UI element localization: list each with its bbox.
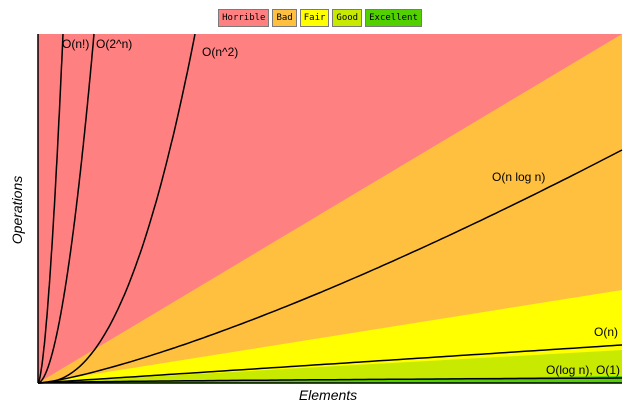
curve-label-exponential: O(2^n) [96, 37, 132, 51]
curve-logn [37, 377, 622, 384]
legend-item-horrible: Horrible [218, 9, 270, 27]
curve-exponential [37, 33, 95, 384]
y-axis-label: Operations [9, 176, 25, 244]
curve-nlogn [37, 149, 623, 384]
curve-labels: O(n!) O(2^n) O(n^2) O(n log n) O(n) O(log n),… [62, 37, 620, 377]
curve-label-linear: O(n) [594, 325, 618, 339]
curve-linear [37, 344, 623, 384]
legend: Horrible Bad Fair Good Excellent [0, 9, 640, 27]
complexity-curves [37, 33, 623, 384]
x-axis-label: Elements [299, 387, 357, 403]
curve-label-nlogn: O(n log n) [492, 170, 545, 184]
legend-item-bad: Bad [272, 9, 297, 27]
legend-item-good: Good [332, 9, 363, 27]
curve-label-quadratic: O(n^2) [202, 45, 238, 59]
curve-quadratic [38, 33, 196, 384]
legend-item-excellent: Excellent [365, 9, 422, 27]
region-bad [38, 34, 622, 383]
region-good [38, 350, 622, 383]
curve-label-factorial: O(n!) [62, 37, 89, 51]
legend-item-fair: Fair [299, 9, 330, 27]
curve-factorial [37, 33, 64, 384]
complexity-regions [38, 34, 622, 383]
curve-label-logn: O(log n), O(1) [546, 363, 620, 377]
